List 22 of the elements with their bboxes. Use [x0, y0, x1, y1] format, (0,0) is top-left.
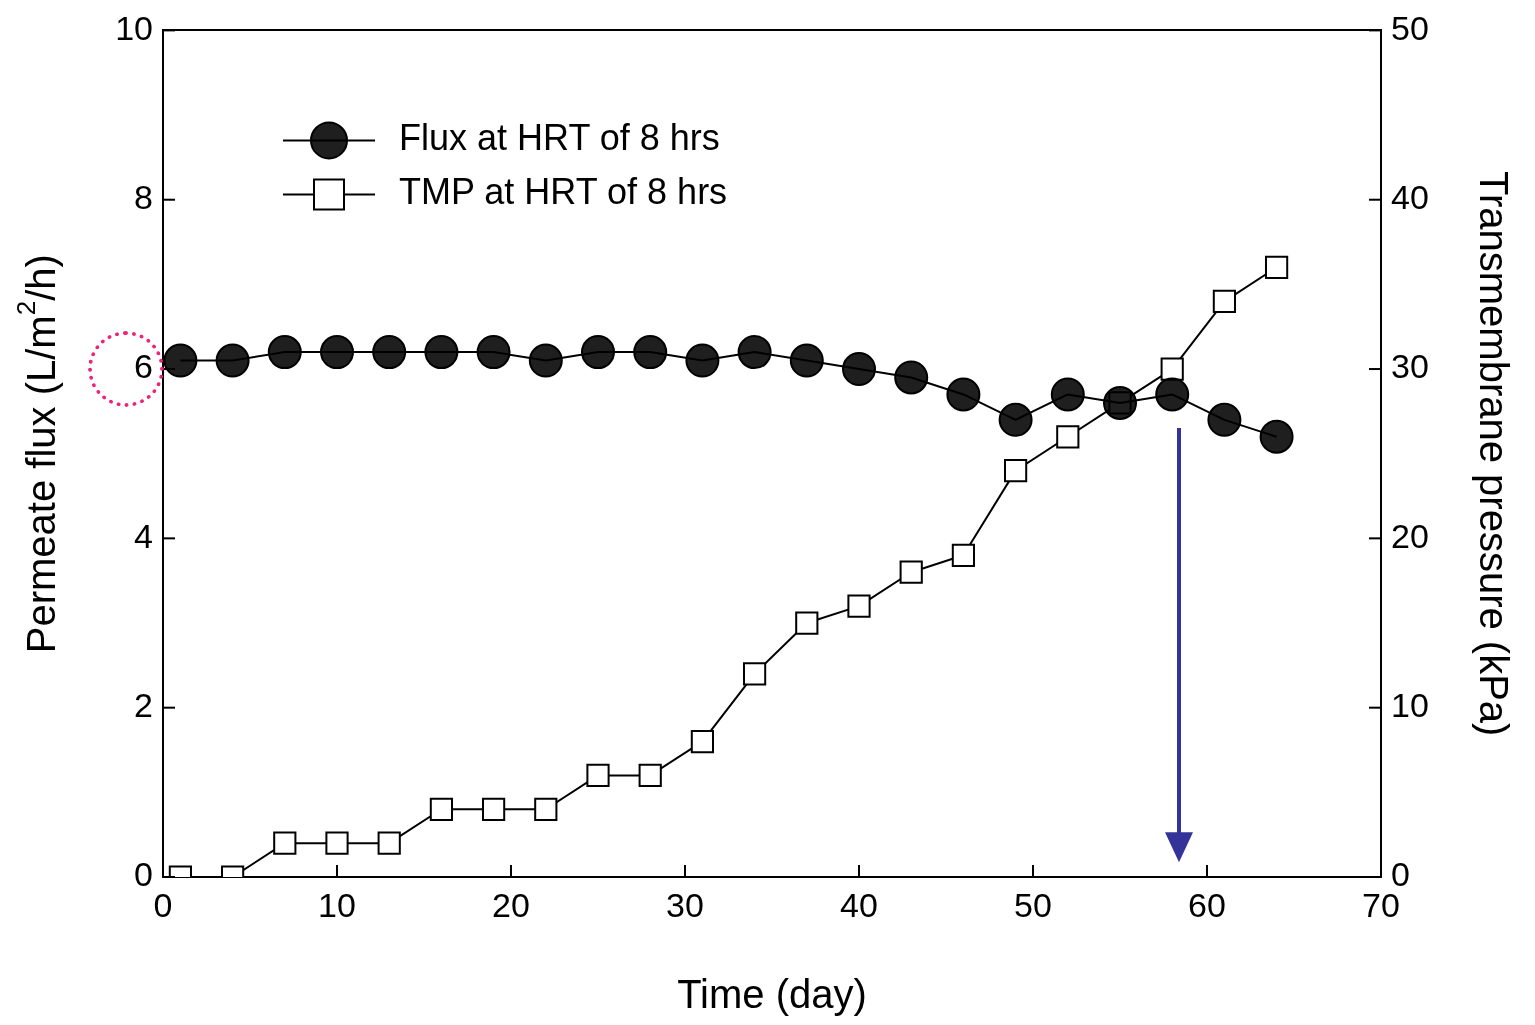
y2-tick-label: 30	[1391, 347, 1429, 386]
y-tick-label: 8	[134, 178, 153, 217]
y-tick-label: 2	[134, 686, 153, 725]
y-tick-label: 6	[134, 347, 153, 386]
legend-label: Flux at HRT of 8 hrs	[399, 117, 720, 159]
y-tick-label: 10	[115, 8, 153, 47]
y2-axis-title: Transmembrane pressure (kPa)	[1471, 171, 1516, 737]
x-tick-label: 40	[840, 885, 878, 924]
y2-tick-label: 50	[1391, 8, 1429, 47]
x-tick-label: 50	[1014, 885, 1052, 924]
y-tick-label: 0	[134, 855, 153, 894]
x-tick-label: 30	[666, 885, 704, 924]
y2-tick-label: 20	[1391, 516, 1429, 555]
x-axis-title: Time (day)	[677, 972, 867, 1017]
y-axis-title: Permeate flux (L/m2/h)	[11, 254, 64, 654]
y-tick-label: 4	[134, 516, 153, 555]
y2-tick-label: 10	[1391, 686, 1429, 725]
x-tick-label: 20	[492, 885, 530, 924]
x-tick-label: 60	[1188, 885, 1226, 924]
legend-label: TMP at HRT of 8 hrs	[399, 171, 728, 213]
y2-tick-label: 40	[1391, 178, 1429, 217]
x-tick-label: 10	[318, 885, 356, 924]
